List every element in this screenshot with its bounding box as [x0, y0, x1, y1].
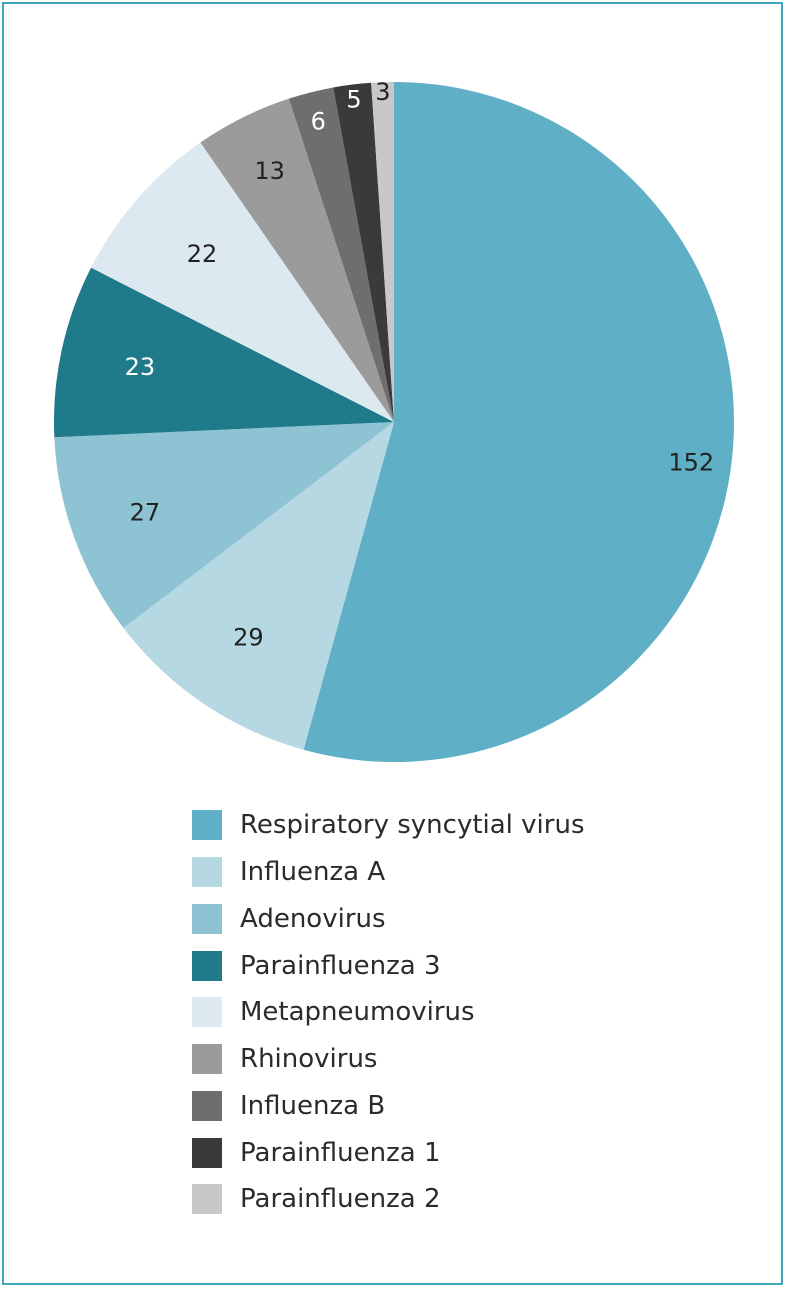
legend-swatch: [192, 1137, 222, 1168]
legend-swatch: [192, 903, 222, 934]
legend-label: Parainfluenza 1: [240, 1137, 441, 1168]
legend-swatch: [192, 950, 222, 981]
legend-label: Influenza B: [240, 1090, 386, 1121]
slice-value-label-2: 29: [233, 623, 264, 651]
slice-value-label-6: 13: [254, 157, 285, 185]
slice-value-label-5: 22: [187, 240, 218, 268]
pie-slice-7: [288, 87, 394, 423]
legend-item-7: Influenza B: [192, 1083, 585, 1130]
pie-slice-9: [371, 82, 394, 422]
legend-item-5: Metapneumovirus: [192, 989, 585, 1036]
pie-slice-5: [91, 142, 394, 422]
legend-swatch: [192, 1090, 222, 1121]
slice-value-label-3: 27: [130, 498, 161, 526]
legend-swatch: [192, 1184, 222, 1215]
pie-slice-6: [200, 98, 394, 423]
legend-item-1: Respiratory syncytial virus: [192, 802, 585, 849]
slice-value-label-9: 3: [375, 78, 390, 106]
legend-swatch: [192, 857, 222, 888]
pie-slice-4: [53, 267, 394, 438]
pie-slice-2: [123, 422, 394, 750]
legend-swatch: [192, 997, 222, 1028]
legend-label: Parainfluenza 3: [240, 950, 441, 981]
legend-item-2: Influenza A: [192, 849, 585, 896]
slice-value-label-8: 5: [346, 85, 361, 113]
legend-label: Parainfluenza 2: [240, 1184, 441, 1215]
pie-slice-3: [54, 422, 395, 628]
slice-value-label-7: 6: [311, 107, 326, 135]
legend-item-3: Adenovirus: [192, 896, 585, 943]
legend-label: Influenza A: [240, 857, 386, 888]
legend-swatch: [192, 810, 222, 841]
legend-item-4: Parainfluenza 3: [192, 942, 585, 989]
legend-item-8: Parainfluenza 1: [192, 1129, 585, 1176]
legend-item-6: Rhinovirus: [192, 1036, 585, 1083]
legend-label: Rhinovirus: [240, 1044, 378, 1075]
slice-value-label-1: 152: [668, 448, 714, 476]
legend-label: Adenovirus: [240, 903, 386, 934]
legend-label: Respiratory syncytial virus: [240, 810, 585, 841]
pie-slice-1: [303, 82, 734, 762]
legend-swatch: [192, 1044, 222, 1075]
legend-label: Metapneumovirus: [240, 997, 475, 1028]
legend-item-9: Parainfluenza 2: [192, 1176, 585, 1223]
slice-value-label-4: 23: [125, 353, 156, 381]
pie-chart: 152 29 27 23 22 13 65 3: [53, 78, 734, 762]
pie-slice-8: [333, 82, 394, 422]
chart-legend: Respiratory syncytial virus Influenza A Ad…: [192, 802, 585, 1223]
